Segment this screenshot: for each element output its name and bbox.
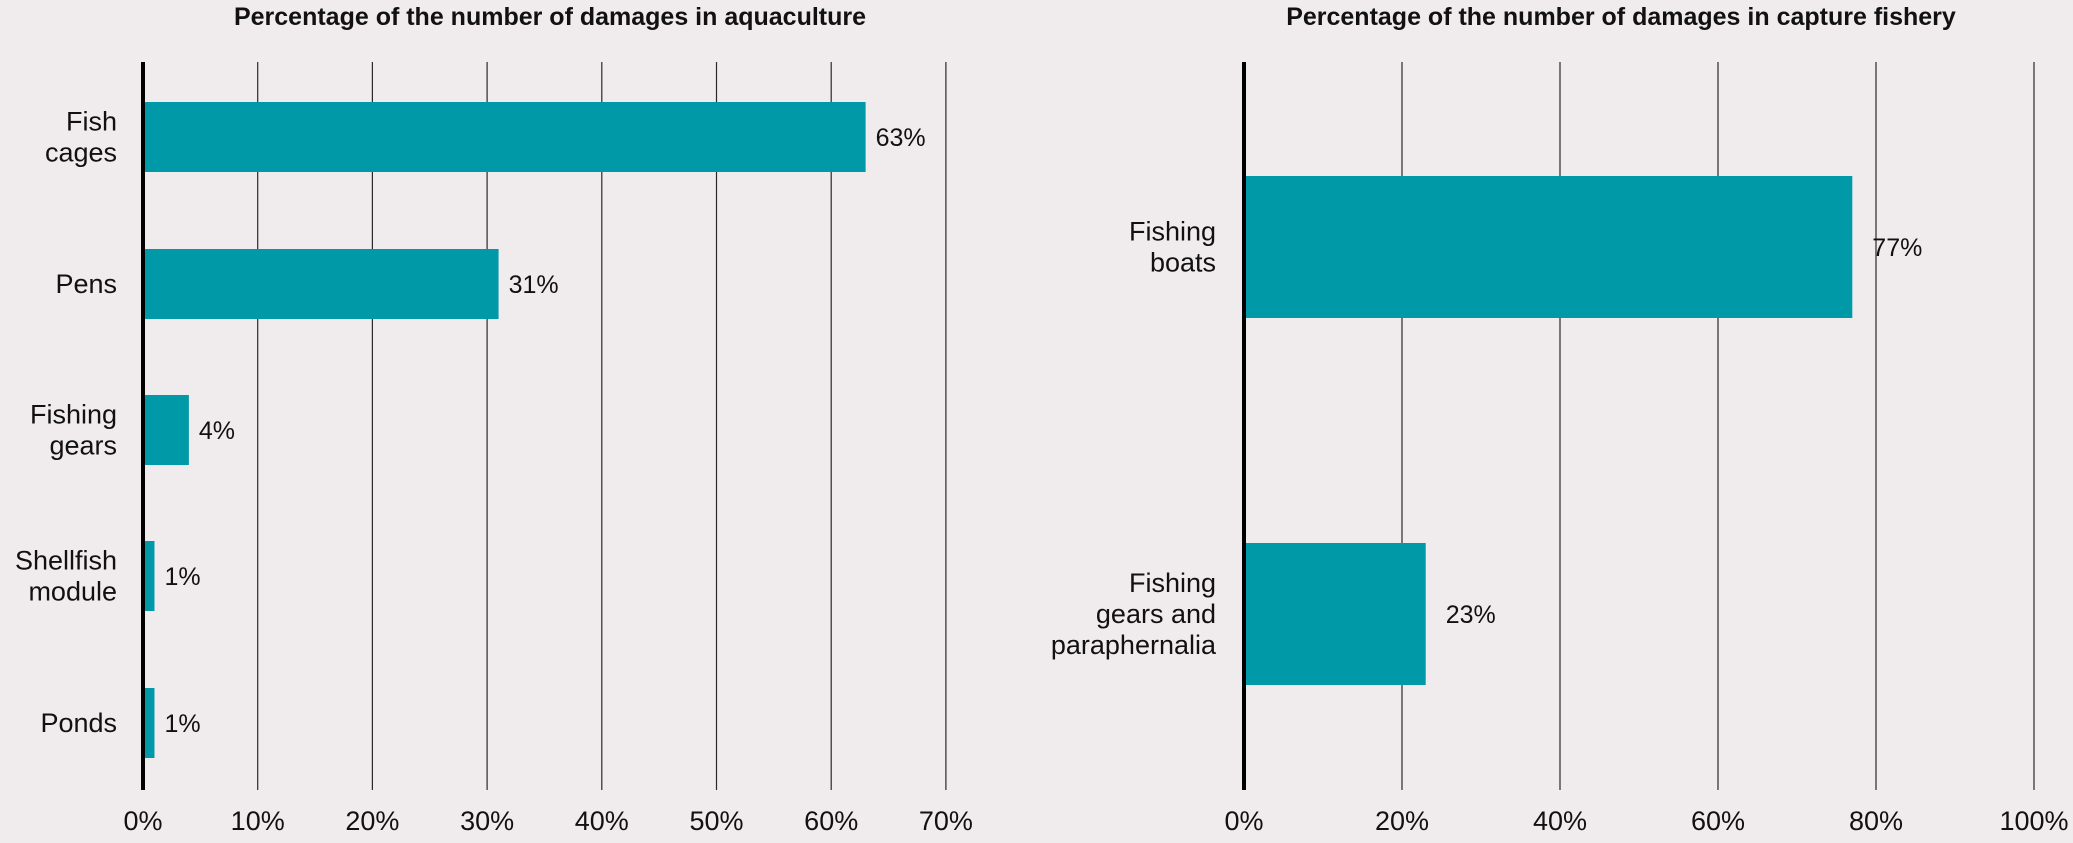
chart-title: Percentage of the number of damages in c…	[1286, 3, 1956, 31]
x-tick-label: 60%	[804, 806, 858, 836]
x-tick-label: 60%	[1691, 806, 1745, 836]
category-label: Fish	[66, 107, 117, 137]
x-tick-label: 50%	[689, 806, 743, 836]
category-label: Shellfish	[15, 546, 117, 576]
bar	[143, 688, 155, 758]
x-tick-label: 100%	[1999, 806, 2068, 836]
category-label: Pens	[55, 269, 117, 299]
bar-value-label: 77%	[1872, 234, 1922, 262]
x-tick-label: 30%	[460, 806, 514, 836]
x-tick-label: 0%	[123, 806, 162, 836]
bar-value-label: 1%	[164, 563, 200, 591]
bar	[143, 541, 155, 611]
category-label: gears	[49, 431, 117, 461]
category-label: cages	[45, 138, 117, 168]
x-tick-label: 40%	[1533, 806, 1587, 836]
x-tick-label: 40%	[575, 806, 629, 836]
x-tick-label: 20%	[345, 806, 399, 836]
category-label: paraphernalia	[1051, 630, 1217, 660]
chart-title: Percentage of the number of damages in a…	[234, 3, 866, 31]
bar-value-label: 23%	[1446, 601, 1496, 629]
bar-value-label: 31%	[509, 271, 559, 299]
category-label: Fishing	[30, 400, 117, 430]
bar	[143, 395, 189, 465]
category-label: boats	[1150, 248, 1216, 278]
x-tick-label: 70%	[919, 806, 973, 836]
bar	[1244, 543, 1426, 685]
category-label: Fishing	[1129, 217, 1216, 247]
bar-value-label: 1%	[164, 710, 200, 738]
category-label: Fishing	[1129, 568, 1216, 598]
bar-value-label: 63%	[876, 124, 926, 152]
bar-value-label: 4%	[199, 417, 235, 445]
x-tick-label: 10%	[231, 806, 285, 836]
x-tick-label: 0%	[1224, 806, 1263, 836]
category-label: module	[28, 577, 117, 607]
bar	[143, 102, 866, 172]
bar	[143, 249, 499, 319]
category-label: gears and	[1096, 599, 1216, 629]
x-tick-label: 20%	[1375, 806, 1429, 836]
bar	[1244, 176, 1853, 318]
category-label: Ponds	[40, 708, 117, 738]
x-tick-label: 80%	[1849, 806, 1903, 836]
